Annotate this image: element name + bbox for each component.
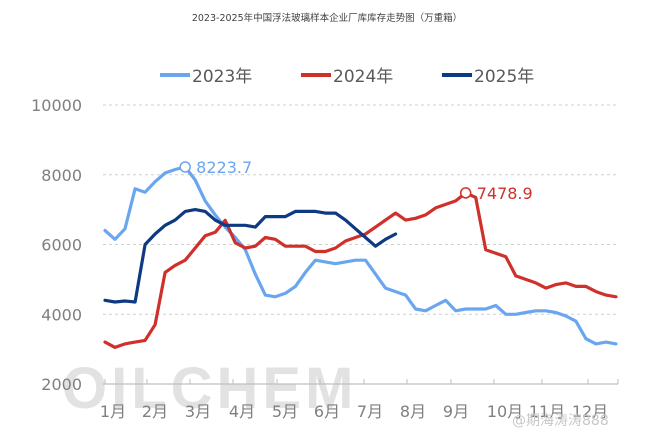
y-tick-label: 2000	[41, 375, 82, 394]
series-line-2024年	[103, 191, 618, 349]
axes: 1月 2月 3月 4月 5月 6月 7月 8月 9月 10月 11月 12月	[100, 379, 619, 421]
oilchem-watermark: OILCHEM	[62, 356, 357, 421]
legend-swatch-2024	[301, 72, 331, 77]
x-tick-label: 2月	[142, 402, 168, 421]
legend-label-2025: 2025年	[474, 67, 535, 87]
x-tick-label: 1月	[100, 402, 126, 421]
oilchem-watermark-text: OILCHEM	[62, 356, 357, 421]
chart-legend: 2023年 2024年 2025年	[0, 62, 654, 87]
chart-title: 2023-2025年中国浮法玻璃样本企业厂库库存走势图（万重箱）	[191, 13, 463, 24]
data-series	[103, 165, 618, 349]
x-tick-label: 12月	[572, 402, 608, 421]
series-line-2025年	[103, 208, 398, 304]
x-tick-label: 3月	[185, 402, 211, 421]
legend-swatch-2023	[160, 72, 190, 77]
x-tick-label: 6月	[314, 402, 340, 421]
legend-item-2025: 2025年	[442, 62, 534, 87]
y-tick-label: 4000	[41, 305, 82, 324]
legend-swatch-2025	[442, 72, 472, 77]
x-tick-label: 11月	[529, 402, 565, 421]
legend-item-2023: 2023年	[160, 62, 252, 87]
y-tick-label: 8000	[41, 166, 82, 185]
x-tick-label: 5月	[272, 402, 298, 421]
legend-label-2024: 2024年	[333, 67, 394, 87]
x-tick-label: 9月	[443, 402, 469, 421]
x-tick-label: 8月	[400, 402, 426, 421]
weibo-watermark: @期海涛涛888	[512, 413, 609, 429]
legend-item-2024: 2024年	[301, 62, 393, 87]
peak-marker	[459, 187, 472, 199]
series-line-2023年	[103, 165, 618, 346]
x-tick-label: 4月	[229, 402, 255, 421]
gridlines: 10000 8000 6000 4000 2000	[31, 96, 618, 394]
y-tick-label: 10000	[31, 96, 82, 115]
peak-label: 7478.9	[477, 184, 533, 203]
x-tick-label: 10月	[487, 402, 523, 421]
y-tick-label: 6000	[41, 236, 82, 255]
x-tick-label: 7月	[357, 402, 383, 421]
legend-label-2023: 2023年	[192, 67, 253, 87]
annotations: 8223.7 7478.9	[179, 158, 533, 203]
peak-marker	[179, 161, 191, 173]
peak-label: 8223.7	[196, 158, 252, 177]
